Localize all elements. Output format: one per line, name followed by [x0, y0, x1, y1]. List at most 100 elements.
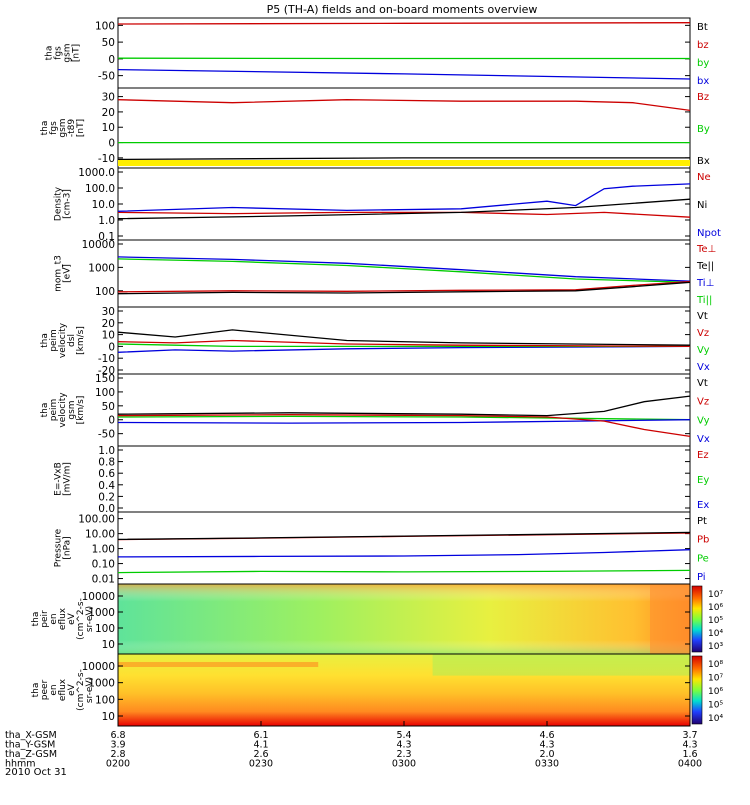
y-axis-label: [mV/m]: [63, 462, 73, 496]
legend-ti: Ti⊥: [696, 278, 714, 289]
y-tick-label: 10: [102, 330, 115, 342]
y-tick-label: 100: [95, 694, 115, 706]
x-tick-label: 0330: [535, 759, 559, 770]
series-vy: [118, 416, 690, 419]
y-tick-label: 20: [102, 107, 115, 119]
y-tick-label: 0.8: [98, 457, 115, 469]
legend-bt: Bt: [697, 22, 708, 33]
y-tick-label: 10.0: [92, 199, 115, 211]
y-tick-label: -50: [98, 71, 115, 83]
legend-by: by: [697, 58, 709, 69]
y-tick-label: 10000: [82, 239, 115, 251]
colorbar: [692, 656, 702, 724]
legend-vx: Vx: [697, 434, 710, 445]
y-axis-label: [km/s]: [76, 396, 86, 425]
legend-ni: Ni: [697, 200, 707, 211]
y-tick-label: 0: [108, 54, 115, 66]
legend-pe: Pe: [697, 553, 709, 564]
panel-frame: [118, 240, 690, 307]
y-tick-label: 10.00: [85, 529, 115, 541]
spectrogram-electron-upper: [433, 654, 690, 676]
colorbar-tick-label: 10⁸: [708, 660, 723, 670]
legend-ey: Ey: [697, 475, 709, 486]
legend-npot: Npot: [697, 228, 721, 239]
legend-pt: Pt: [697, 516, 707, 527]
figure-title: P5 (TH-A) fields and on-board moments ov…: [267, 3, 538, 16]
y-tick-label: 0.6: [98, 468, 115, 480]
y-tick-label: 10000: [82, 661, 115, 673]
legend-ti: Ti||: [696, 295, 712, 306]
series-pe: [118, 570, 690, 572]
y-tick-label: 1.0: [98, 445, 115, 457]
y-axis-label: [eV]: [63, 264, 73, 283]
series-bx: [118, 158, 690, 160]
colorbar-tick-label: 10⁵: [708, 616, 723, 626]
y-axis-label: sr-eV): [85, 606, 95, 632]
y-tick-label: 1.0: [98, 215, 115, 227]
legend-vz: Vz: [697, 328, 709, 339]
y-tick-label: 20: [102, 318, 115, 330]
series-bz: [118, 100, 690, 111]
x-tick-label: 0300: [392, 759, 416, 770]
panel-frame: [118, 307, 690, 374]
y-tick-label: 10000: [82, 591, 115, 603]
legend-te: Te||: [696, 261, 714, 272]
legend-by: By: [697, 124, 710, 135]
spectrogram-electron-band: [118, 662, 318, 667]
legend-ne: Ne: [697, 172, 711, 183]
panel-3: 1000.0100.010.01.00.1Density[cm-3]NeNiNp…: [54, 167, 721, 243]
legend-vy: Vy: [697, 415, 710, 426]
legend-bx: Bx: [697, 156, 710, 167]
x-tick-label: 0200: [106, 759, 130, 770]
y-tick-label: 10: [102, 122, 115, 134]
y-tick-label: 100: [95, 623, 115, 635]
y-axis-label: [km/s]: [76, 326, 86, 355]
legend-ex: Ex: [697, 500, 709, 511]
colorbar-tick-label: 10⁶: [708, 687, 723, 697]
y-tick-label: 1000.0: [78, 167, 115, 179]
y-tick-label: 30: [102, 306, 115, 318]
series-vz: [118, 415, 690, 437]
legend-bz: Bz: [697, 92, 709, 103]
y-tick-label: 10: [102, 711, 115, 723]
series-ti: [118, 259, 690, 282]
colorbar-tick-label: 10⁴: [708, 714, 723, 724]
x-tick-label: 0230: [249, 759, 273, 770]
colorbar-tick-label: 10⁵: [708, 701, 723, 711]
y-tick-label: 0: [108, 341, 115, 353]
y-tick-label: 0: [108, 138, 115, 150]
date-label: 2010 Oct 31: [5, 767, 67, 778]
series-pt: [118, 532, 690, 539]
colorbar: [692, 586, 702, 652]
y-tick-label: 150: [95, 373, 115, 385]
y-axis-label: sr-eV): [85, 677, 95, 703]
y-tick-label: 50: [102, 401, 115, 413]
panel-frame: [118, 446, 690, 512]
panel-8: 100.0010.001.000.100.01Pressure[nPa]PtPb…: [54, 512, 710, 586]
legend-vy: Vy: [697, 345, 710, 356]
series-te: [118, 282, 690, 292]
legend-bx: bx: [697, 76, 709, 87]
y-axis-label: [nT]: [72, 44, 82, 62]
y-tick-label: 0.10: [92, 559, 115, 571]
y-tick-label: 50: [102, 37, 115, 49]
y-tick-label: 1000: [88, 262, 115, 274]
colorbar-tick-label: 10³: [708, 642, 723, 652]
y-tick-label: -10: [98, 353, 115, 365]
legend-bz: bz: [697, 40, 709, 51]
legend-pb: Pb: [697, 535, 709, 546]
colorbar-tick-label: 10⁶: [708, 603, 723, 613]
series-pi: [118, 550, 690, 557]
y-axis-label: [nPa]: [63, 536, 73, 559]
spectrogram-ion-edge: [650, 584, 690, 654]
y-tick-label: 100.00: [78, 514, 115, 526]
